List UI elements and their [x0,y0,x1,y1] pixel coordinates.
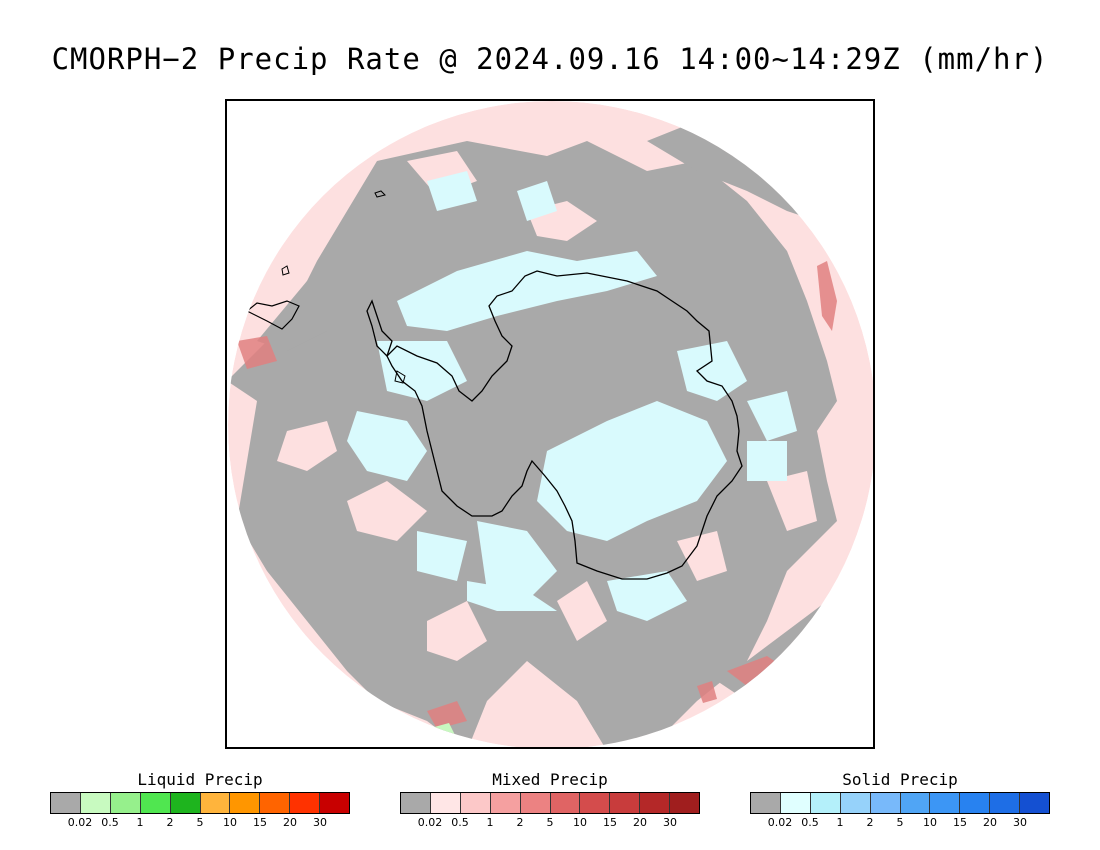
legend-swatch [140,793,171,813]
south-america-coastline [245,300,300,330]
legend-swatch [780,793,811,813]
legend-ticks: 0.02 0.5 1 2 5 10 15 20 30 [400,814,700,830]
legend-swatch [900,793,931,813]
legend-tick-label: 2 [516,816,524,829]
legend-swatch [51,793,81,813]
legend-tick-label: 30 [1013,816,1027,829]
legend-tick-label: 0.02 [767,816,793,829]
mixed-precip-legend: Mixed Precip 0.02 0.5 1 2 5 10 15 20 30 [400,770,700,830]
legend-swatch [200,793,231,813]
legend-tick-label: 15 [953,816,967,829]
legend-tick-label: 10 [923,816,937,829]
moderate-mixed-precip [237,261,837,729]
legend-tick-label: 10 [573,816,587,829]
legend-tick-label: 20 [983,816,997,829]
legend-tick-label: 15 [603,816,617,829]
legend-ticks: 0.02 0.5 1 2 5 10 15 20 30 [50,814,350,830]
legend-title: Liquid Precip [137,770,263,789]
legend-tick-label: 0.5 [801,816,819,829]
legend-tick-label: 5 [546,816,554,829]
legend-tick-label: 10 [223,816,237,829]
legend-tick-label: 5 [896,816,904,829]
legend-swatch [670,793,700,813]
legend-tick-label: 0.5 [451,816,469,829]
legend-swatch [490,793,521,813]
legend-swatch [810,793,841,813]
legend-swatch [170,793,201,813]
legend-tick-label: 1 [486,816,494,829]
legend-swatch [640,793,671,813]
legend-swatch [870,793,901,813]
legend-tick-label: 0.02 [417,816,443,829]
antarctica-coastline [386,270,743,580]
legend-tick-label: 2 [166,816,174,829]
legend-tick-label: 30 [313,816,327,829]
legend-swatch [751,793,781,813]
legend-swatch [110,793,141,813]
legend-colorbar [400,792,700,814]
legend-tick-label: 20 [633,816,647,829]
legend-swatch [520,793,551,813]
legend-swatch [80,793,111,813]
legend-swatch [320,793,350,813]
liquid-precip-legend: Liquid Precip 0.02 0.5 1 2 5 10 15 20 30 [50,770,350,830]
legend-tick-label: 1 [836,816,844,829]
legend-swatch [290,793,321,813]
legend-tick-label: 15 [253,816,267,829]
legend-colorbar [50,792,350,814]
legend-swatch [580,793,611,813]
map-title: CMORPH−2 Precip Rate @ 2024.09.16 14:00~… [51,42,1049,76]
legend-swatch [930,793,961,813]
sub-antarctic-islands [281,190,406,384]
legend-colorbar [750,792,1050,814]
legend-swatch [230,793,261,813]
legend-title: Mixed Precip [492,770,608,789]
legend-tick-label: 20 [283,816,297,829]
legend-swatch [960,793,991,813]
legend-swatch [260,793,291,813]
antarctic-peninsula-coastline [366,299,393,358]
legend-swatch [840,793,871,813]
legend-ticks: 0.02 0.5 1 2 5 10 15 20 30 [750,814,1050,830]
legend-swatch [550,793,581,813]
legend-tick-label: 2 [866,816,874,829]
legend-swatch [430,793,461,813]
precip-map [225,99,875,749]
legend-swatch [990,793,1021,813]
legend-swatch [610,793,641,813]
legend-swatch [460,793,491,813]
legend-tick-label: 5 [196,816,204,829]
polar-map-svg [228,101,873,747]
legend-tick-label: 30 [663,816,677,829]
legend-title: Solid Precip [842,770,958,789]
legend-tick-label: 1 [136,816,144,829]
solid-precip-legend: Solid Precip 0.02 0.5 1 2 5 10 15 20 30 [750,770,1050,830]
legend-swatch [1020,793,1050,813]
legend-tick-label: 0.5 [101,816,119,829]
legend-tick-label: 0.02 [67,816,93,829]
light-solid-precip-regions [347,171,797,621]
legend-swatch [401,793,431,813]
